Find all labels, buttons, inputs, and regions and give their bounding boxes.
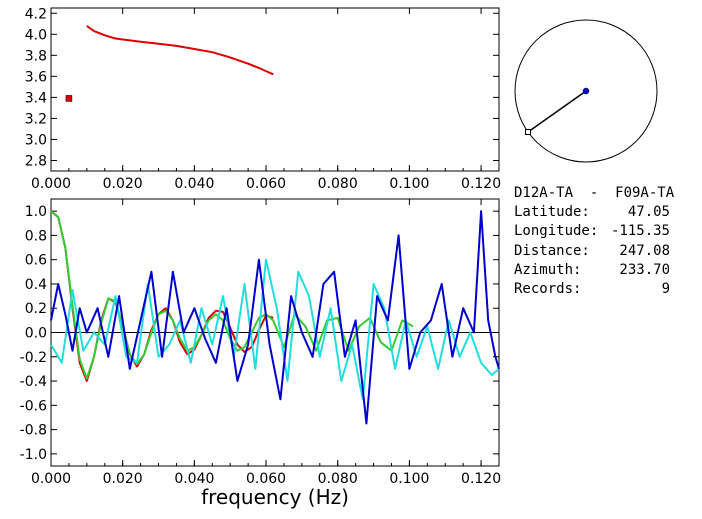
info-value: 247.08 — [619, 242, 670, 259]
y-tick-label: 2.8 — [25, 153, 47, 169]
info-row: Azimuth: 233.70 — [514, 261, 700, 280]
info-value: -115.35 — [610, 223, 670, 240]
x-tick-label: 0.120 — [461, 176, 501, 192]
x-axis-label: frequency (Hz) — [201, 485, 349, 509]
y-tick-label: 3.8 — [25, 48, 47, 64]
y-tick-label: -0.2 — [20, 350, 47, 366]
info-label: Latitude: — [514, 204, 590, 221]
azimuth-map — [514, 19, 658, 163]
data-marker — [65, 95, 73, 102]
x-tick-label: 0.040 — [174, 176, 214, 192]
y-tick-label: -0.4 — [20, 374, 47, 390]
series-line-cyan — [50, 258, 500, 401]
x-tick-label: 0.020 — [103, 176, 143, 192]
x-tick-label: 0.060 — [246, 176, 286, 192]
x-tick-label: 0.080 — [318, 176, 358, 192]
station-marker-icon — [582, 87, 590, 95]
info-value: 9 — [661, 281, 670, 298]
y-tick-label: 3.4 — [25, 90, 47, 106]
bottom-spectrum-plot: 0.000 0.020 0.040 0.060 0.080 0.100 0.120 -1.0 -… — [20, 198, 501, 509]
series-line-green — [50, 210, 414, 380]
y-tick-label: 4.0 — [25, 27, 47, 43]
y-tick-label: 0.2 — [25, 301, 47, 317]
x-tick-label: 0.000 — [31, 176, 71, 192]
x-tick-label: 0.100 — [389, 176, 429, 192]
info-row: Records: 9 — [514, 280, 700, 299]
y-tick-label: 3.6 — [25, 69, 47, 85]
info-value: 47.05 — [627, 204, 670, 221]
info-row: Latitude: 47.05 — [514, 203, 700, 222]
y-tick-label: 0.6 — [25, 253, 47, 269]
info-label: Longitude: — [514, 223, 599, 240]
y-tick-label: 4.2 — [25, 6, 47, 22]
plot-frame — [50, 7, 500, 172]
path-line — [527, 90, 587, 133]
x-tick-label: 0.120 — [461, 471, 501, 487]
y-tick-label: -0.6 — [20, 398, 47, 414]
top-dispersion-plot: 0.000 0.020 0.040 0.060 0.080 0.100 0.120 2.8 3.… — [25, 6, 501, 192]
azimuth-circle — [514, 19, 658, 163]
x-tick-label: 0.100 — [389, 471, 429, 487]
info-row: Longitude: -115.35 — [514, 222, 700, 241]
x-tick-label: 0.020 — [103, 471, 143, 487]
y-tick-label: 0.0 — [25, 326, 47, 342]
info-label: Azimuth: — [514, 261, 582, 278]
x-tick-label: 0.000 — [31, 471, 71, 487]
info-label: Records: — [514, 281, 582, 298]
series-line-red — [86, 25, 274, 76]
y-tick-label: -1.0 — [20, 447, 47, 463]
event-marker-icon — [525, 129, 531, 135]
info-label: Distance: — [514, 242, 590, 259]
station-info-panel: D12A-TA - F09A-TA Latitude: 47.05 Longitud… — [514, 184, 700, 299]
y-tick-label: 3.0 — [25, 132, 47, 148]
x-tick-label: 0.040 — [174, 471, 214, 487]
y-tick-label: 0.8 — [25, 228, 47, 244]
station-pair: D12A-TA - F09A-TA — [514, 185, 675, 201]
y-tick-label: 0.4 — [25, 277, 47, 293]
y-tick-label: 1.0 — [25, 204, 47, 220]
info-row: Distance: 247.08 — [514, 242, 700, 261]
info-value: 233.70 — [619, 261, 670, 278]
y-tick-label: -0.8 — [20, 423, 47, 439]
x-tick-label: 0.060 — [246, 471, 286, 487]
y-tick-label: 3.2 — [25, 111, 47, 127]
x-tick-label: 0.080 — [318, 471, 358, 487]
series-line-blue — [50, 210, 500, 425]
